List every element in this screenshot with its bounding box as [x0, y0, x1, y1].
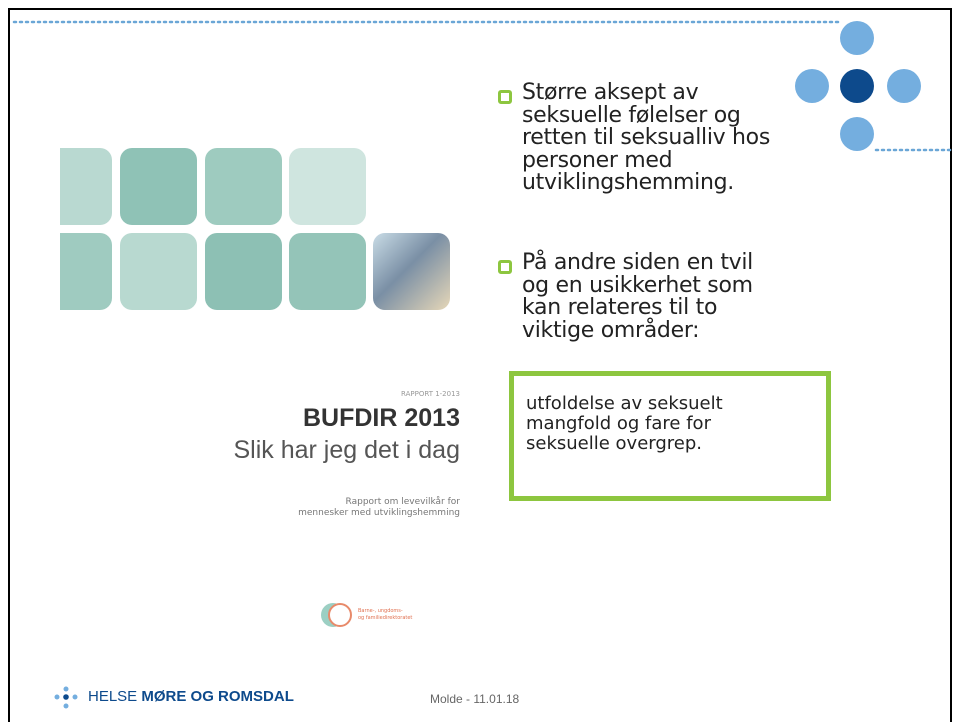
bullet-line: kan relateres til to [522, 297, 753, 320]
description-line: mennesker med utviklingshemming [298, 508, 460, 519]
highlight-box: utfoldelse av seksuelt mangfold og fare … [509, 371, 831, 501]
box-line: utfoldelse av seksuelt [526, 394, 723, 414]
bullet: Større aksept av seksuelle følelser og r… [522, 82, 770, 195]
bullet-line: viktige områder: [522, 320, 753, 343]
tile [205, 148, 282, 225]
logo-line: og familiedirektoratet [358, 615, 412, 622]
logo [318, 600, 358, 630]
bullet-line: personer med [522, 150, 770, 173]
tile [289, 233, 366, 310]
circle [840, 69, 874, 103]
bullet-line: utviklingshemming. [522, 172, 770, 195]
tile [60, 233, 112, 310]
tile [120, 148, 197, 225]
report-title: BUFDIR 2013 [303, 404, 460, 433]
bullet-line: og en usikkerhet som [522, 275, 753, 298]
circle [840, 117, 874, 151]
footer-brand: HELSE MØRE OG ROMSDAL [88, 688, 294, 705]
report-description: Rapport om levevilkår for mennesker med … [298, 497, 460, 519]
report-cover: RAPPORT 1-2013 BUFDIR 2013 Slik har jeg … [60, 140, 460, 640]
footer-date: Molde - 11.01.18 [430, 692, 519, 706]
report-subtitle: Slik har jeg det i dag [233, 436, 460, 465]
box-text: utfoldelse av seksuelt mangfold og fare … [526, 394, 723, 454]
tile [289, 148, 366, 225]
description-line: Rapport om levevilkår for [298, 497, 460, 508]
tile [205, 233, 282, 310]
bullet-line: retten til seksualliv hos [522, 127, 770, 150]
tile [120, 233, 197, 310]
footer-logo [52, 684, 82, 712]
circle [887, 69, 921, 103]
bullet-line: Større aksept av [522, 82, 770, 105]
bullet-marker [498, 90, 512, 104]
circle [840, 21, 874, 55]
tile [60, 148, 112, 225]
bullet-line: På andre siden en tvil [522, 252, 753, 275]
brand-part: MØRE OG ROMSDAL [141, 688, 294, 705]
box-line: mangfold og fare for [526, 414, 723, 434]
bullet-line: seksuelle følelser og [522, 105, 770, 128]
bullet-marker [498, 260, 512, 274]
bullet: På andre siden en tvil og en usikkerhet … [522, 252, 753, 342]
brand-part: HELSE [88, 688, 137, 705]
circle [795, 69, 829, 103]
logo-line: Barne-, ungdoms- [358, 608, 412, 615]
logo-text: Barne-, ungdoms- og familiedirektoratet [358, 608, 412, 622]
box-line: seksuelle overgrep. [526, 434, 723, 454]
slide: RAPPORT 1-2013 BUFDIR 2013 Slik har jeg … [0, 0, 954, 722]
report-number: RAPPORT 1-2013 [401, 390, 460, 398]
photo [373, 233, 450, 310]
